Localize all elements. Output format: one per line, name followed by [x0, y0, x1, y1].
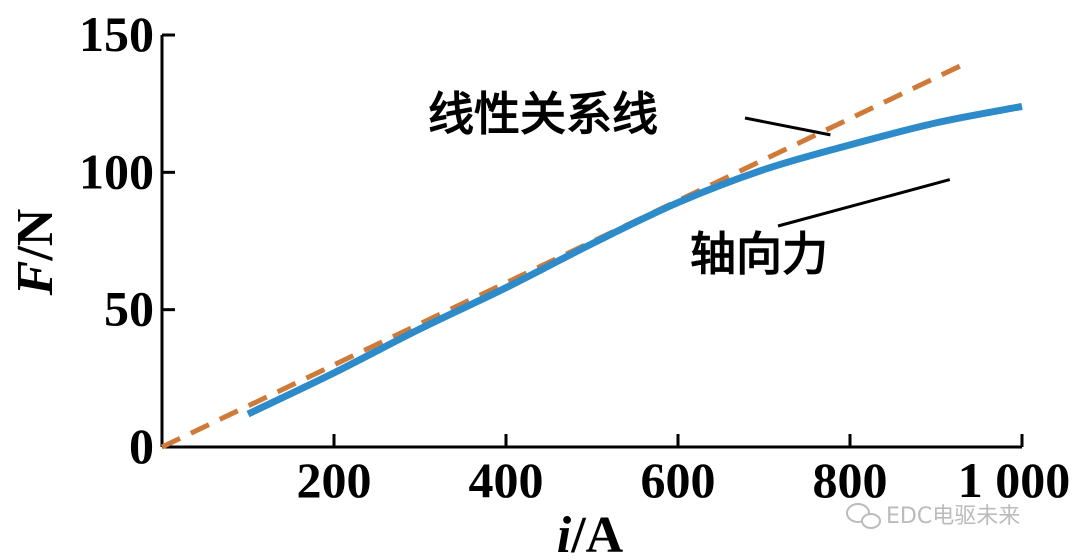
annotation-axial-force-label: 轴向力: [690, 227, 828, 281]
y-tick-label: 50: [104, 281, 154, 337]
wechat-icon: [846, 503, 881, 529]
x-ticks: 200 400 600 800 1 000: [297, 434, 1071, 508]
x-tick-label: 1 000: [958, 452, 1071, 508]
annotation-linear-leader: [744, 116, 831, 137]
y-axis-unit: /N: [7, 209, 64, 262]
axes: [160, 35, 1022, 449]
y-ticks: 0 50 100 150: [79, 6, 175, 474]
annotation-linear-line-label: 线性关系线: [428, 87, 658, 141]
svg-text:F/N: F/N: [7, 209, 64, 297]
y-tick-label: 0: [129, 418, 154, 474]
series-layer: [160, 62, 1023, 450]
series-axial-force: [246, 102, 1023, 418]
x-axis-title: i/A: [557, 507, 624, 560]
x-tick-label: 600: [641, 452, 716, 508]
y-tick-label: 150: [79, 6, 154, 62]
y-tick-label: 100: [79, 143, 154, 199]
x-tick-label: 200: [297, 452, 372, 508]
x-axis-unit: /A: [570, 507, 623, 560]
y-axis-title: F/N: [7, 209, 64, 297]
y-axis-variable: F: [7, 261, 64, 297]
x-axis-variable: i: [557, 507, 572, 560]
x-tick-label: 800: [813, 452, 888, 508]
x-tick-label: 400: [469, 452, 544, 508]
watermark-text: EDC电驱未来: [886, 504, 1020, 529]
series-linear-line: [160, 62, 963, 450]
watermark: EDC电驱未来: [846, 503, 1020, 529]
annotations: 线性关系线 轴向力: [428, 87, 951, 281]
annotation-axial-leader: [777, 178, 951, 228]
